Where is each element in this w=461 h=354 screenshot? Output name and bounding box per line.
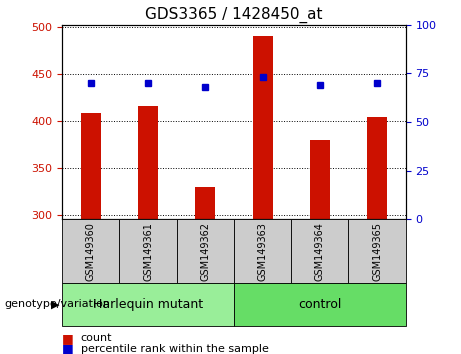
Bar <box>349 219 406 283</box>
Bar <box>234 219 291 283</box>
Text: percentile rank within the sample: percentile rank within the sample <box>81 344 269 354</box>
Bar <box>62 283 234 326</box>
Bar <box>138 106 158 219</box>
Text: count: count <box>81 333 112 343</box>
Bar <box>81 113 101 219</box>
Bar <box>367 117 387 219</box>
Bar <box>195 187 215 219</box>
Bar <box>310 139 330 219</box>
Text: genotype/variation: genotype/variation <box>5 299 111 309</box>
Text: GSM149361: GSM149361 <box>143 222 153 281</box>
Bar <box>177 219 234 283</box>
Text: control: control <box>298 298 342 311</box>
Bar <box>291 219 349 283</box>
Bar <box>253 36 272 219</box>
Text: Harlequin mutant: Harlequin mutant <box>93 298 203 311</box>
Text: ▶: ▶ <box>51 299 59 309</box>
Bar <box>62 219 119 283</box>
Bar <box>119 219 177 283</box>
Text: GSM149365: GSM149365 <box>372 222 382 281</box>
Text: GSM149362: GSM149362 <box>201 222 210 281</box>
Text: GSM149363: GSM149363 <box>258 222 267 281</box>
Text: ■: ■ <box>62 332 74 344</box>
Text: GSM149364: GSM149364 <box>315 222 325 281</box>
Bar <box>234 283 406 326</box>
Title: GDS3365 / 1428450_at: GDS3365 / 1428450_at <box>145 7 323 23</box>
Text: ■: ■ <box>62 342 74 354</box>
Text: GSM149360: GSM149360 <box>86 222 96 281</box>
